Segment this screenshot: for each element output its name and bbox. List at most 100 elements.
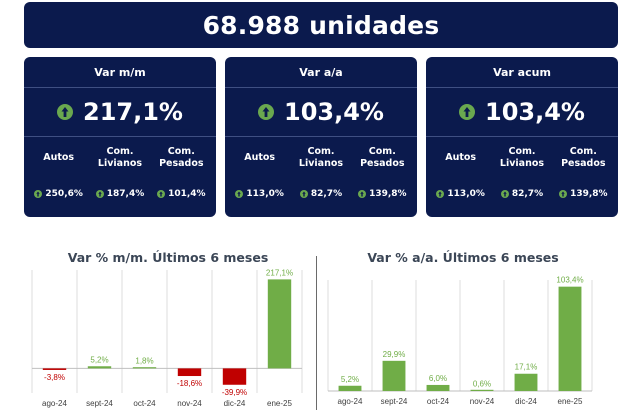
- bar-sept-24: [382, 360, 406, 391]
- bar-ago-24: [338, 385, 362, 391]
- sub-value-com-livianos: 187,4%: [90, 189, 151, 199]
- bar-chart-var-mm: -3,8% ago-24 5,2% sept-24 1,8% oct-24 -18,6% no…: [31, 268, 303, 408]
- card-var-mm: Var m/m 217,1% Autos Com. Livianos Com. Pe…: [24, 57, 216, 217]
- card-main-value: 217,1%: [83, 98, 183, 126]
- category-label: sept-24: [86, 399, 113, 408]
- category-label: ene-25: [267, 399, 292, 408]
- card-var-aa: Var a/a 103,4% Autos Com. Livianos Com. Pe…: [225, 57, 417, 217]
- card-sub-labels: Autos Com. Livianos Com. Pesados: [426, 137, 618, 179]
- data-label: 103,4%: [556, 276, 583, 285]
- data-label: 0,6%: [473, 379, 491, 388]
- category-label: dic-24: [224, 399, 246, 408]
- data-label: 5,2%: [90, 355, 108, 364]
- category-label: oct-24: [133, 399, 156, 408]
- data-label: -3,8%: [44, 373, 65, 382]
- sub-value-autos: 113,0%: [229, 189, 290, 199]
- data-label: 6,0%: [429, 374, 447, 383]
- card-sub-values: 113,0% 82,7% 139,8%: [426, 179, 618, 209]
- bar-nov-24: [470, 389, 494, 391]
- sub-value-text: 139,8%: [369, 189, 407, 199]
- sub-value-text: 187,4%: [106, 189, 145, 199]
- card-sub-labels: Autos Com. Livianos Com. Pesados: [24, 137, 216, 179]
- sub-value-autos: 113,0%: [430, 189, 491, 199]
- card-var-acum: Var acum 103,4% Autos Com. Livianos Com. P…: [426, 57, 618, 217]
- card-title: Var acum: [426, 57, 618, 88]
- bar-dic-24: [514, 373, 538, 391]
- category-label: nov-24: [470, 397, 495, 406]
- up-arrow-circle-icon: [95, 190, 104, 198]
- category-label: dic-24: [515, 397, 537, 406]
- sub-value-text: 82,7%: [511, 189, 544, 199]
- chart-title-aa: Var % a/a. Últimos 6 meses: [367, 250, 559, 265]
- card-sub-labels: Autos Com. Livianos Com. Pesados: [225, 137, 417, 179]
- bar-oct-24: [426, 384, 450, 391]
- card-sub-values: 250,6% 187,4% 101,4%: [24, 179, 216, 209]
- up-arrow-circle-icon: [500, 190, 509, 198]
- category-label: nov-24: [177, 399, 202, 408]
- card-main-value-row: 103,4%: [426, 88, 618, 137]
- up-arrow-circle-icon: [235, 190, 244, 198]
- sub-label-autos: Autos: [445, 152, 477, 163]
- sub-label-com-livianos: Com. Livianos: [298, 146, 344, 169]
- sub-value-text: 113,0%: [447, 189, 485, 199]
- sub-label-com-pesados: Com. Pesados: [360, 146, 405, 169]
- card-title: Var m/m: [24, 57, 216, 88]
- chart-divider: [316, 256, 317, 410]
- sub-value-text: 113,0%: [246, 189, 284, 199]
- card-main-value-row: 103,4%: [225, 88, 417, 137]
- category-label: ago-24: [42, 399, 67, 408]
- total-units-value: 68.988 unidades: [202, 10, 440, 40]
- up-arrow-circle-icon: [358, 190, 367, 198]
- sub-label-com-pesados: Com. Pesados: [561, 146, 606, 169]
- up-arrow-circle-icon: [459, 104, 476, 120]
- sub-value-text: 139,8%: [570, 189, 608, 199]
- sub-label-com-livianos: Com. Livianos: [97, 146, 143, 169]
- data-label: 1,8%: [135, 357, 153, 366]
- sub-label-autos: Autos: [43, 152, 75, 163]
- bar-ago-24: [42, 368, 67, 370]
- bar-nov-24: [177, 368, 202, 377]
- data-label: 17,1%: [515, 363, 538, 372]
- bar-chart-var-aa: 5,2% ago-24 29,9% sept-24 6,0% oct-24 0,6% nov-…: [327, 276, 593, 406]
- category-label: ago-24: [338, 397, 363, 406]
- data-label: 29,9%: [383, 350, 406, 359]
- sub-value-com-pesados: 101,4%: [151, 189, 212, 199]
- category-label: oct-24: [427, 397, 450, 406]
- bar-ene-25: [558, 286, 582, 391]
- sub-label-com-livianos: Com. Livianos: [499, 146, 545, 169]
- sub-value-text: 250,6%: [45, 189, 83, 199]
- up-arrow-circle-icon: [34, 190, 43, 198]
- category-label: sept-24: [381, 397, 408, 406]
- card-main-value: 103,4%: [284, 98, 384, 126]
- data-label: -18,6%: [177, 379, 202, 388]
- card-title: Var a/a: [225, 57, 417, 88]
- up-arrow-circle-icon: [299, 190, 308, 198]
- data-label: -39,9%: [222, 388, 247, 397]
- sub-value-text: 101,4%: [168, 189, 206, 199]
- chart-title-mm: Var % m/m. Últimos 6 meses: [67, 250, 269, 265]
- bar-oct-24: [132, 367, 157, 369]
- sub-value-com-pesados: 139,8%: [553, 189, 614, 199]
- sub-value-text: 82,7%: [310, 189, 343, 199]
- sub-label-com-pesados: Com. Pesados: [159, 146, 204, 169]
- sub-value-autos: 250,6%: [28, 189, 89, 199]
- up-arrow-circle-icon: [157, 190, 166, 198]
- up-arrow-circle-icon: [436, 190, 445, 198]
- up-arrow-circle-icon: [559, 190, 568, 198]
- up-arrow-circle-icon: [258, 104, 275, 120]
- bar-dic-24: [222, 368, 247, 385]
- sub-value-com-livianos: 82,7%: [492, 189, 553, 199]
- data-label: 5,2%: [341, 375, 359, 384]
- bar-sept-24: [87, 366, 112, 369]
- card-sub-values: 113,0% 82,7% 139,8%: [225, 179, 417, 209]
- card-main-value-row: 217,1%: [24, 88, 216, 137]
- sub-value-com-livianos: 82,7%: [291, 189, 352, 199]
- data-label: 217,1%: [266, 268, 293, 277]
- total-units-banner: 68.988 unidades: [24, 2, 618, 48]
- sub-label-autos: Autos: [244, 152, 276, 163]
- bar-ene-25: [267, 279, 292, 369]
- category-label: ene-25: [558, 397, 583, 406]
- up-arrow-circle-icon: [57, 104, 74, 120]
- sub-value-com-pesados: 139,8%: [352, 189, 413, 199]
- card-main-value: 103,4%: [485, 98, 585, 126]
